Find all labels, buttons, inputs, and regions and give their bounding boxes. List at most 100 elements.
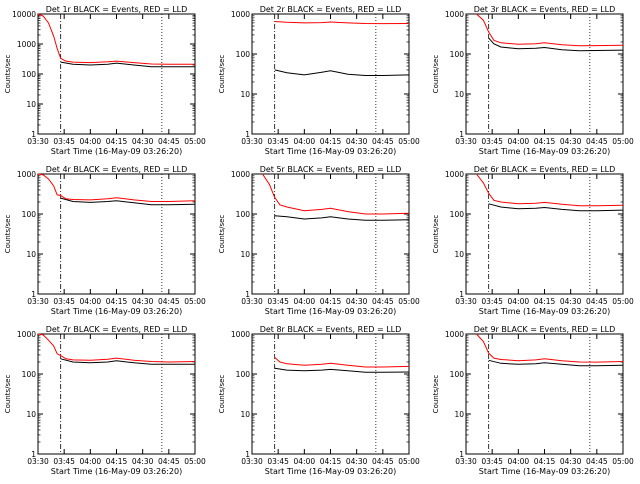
y-tick-label: 10 xyxy=(454,410,464,419)
x-tick-label: 04:15 xyxy=(534,457,556,466)
x-tick-label: 04:15 xyxy=(106,137,128,146)
series-line-events xyxy=(60,61,195,68)
chart-panel-8: Det 8r BLACK = Events, RED = LLD 1 10 100 10… xyxy=(218,325,420,476)
x-tick-label: 04:30 xyxy=(560,137,582,146)
series-line-lld xyxy=(476,13,624,47)
x-tick-label: 03:45 xyxy=(481,297,503,306)
y-axis-label: Counts/sec xyxy=(218,375,226,414)
x-tick-label: 04:45 xyxy=(372,457,394,466)
y-axis-label: Counts/sec xyxy=(218,215,226,254)
series-line-events xyxy=(274,69,410,76)
x-tick-label: 04:45 xyxy=(158,297,180,306)
x-tick-label: 03:30 xyxy=(241,457,263,466)
x-tick-label: 05:00 xyxy=(398,297,420,306)
x-tick-label: 04:30 xyxy=(346,297,368,306)
series-line-events xyxy=(488,359,624,367)
x-tick-label: 04:15 xyxy=(534,137,556,146)
x-tick-label: 04:00 xyxy=(80,297,102,306)
series-line-lld xyxy=(37,173,196,202)
x-tick-label: 04:30 xyxy=(560,297,582,306)
y-tick-label: 10 xyxy=(26,100,36,109)
chart-title: Det 2r BLACK = Events, RED = LLD xyxy=(260,5,402,14)
x-tick-label: 04:00 xyxy=(294,137,316,146)
x-tick-label: 04:30 xyxy=(132,137,154,146)
x-tick-label: 03:30 xyxy=(455,297,477,306)
y-tick-label: 1 xyxy=(459,450,464,459)
x-tick-label: 05:00 xyxy=(184,137,206,146)
y-tick-label: 100 xyxy=(450,370,465,379)
chart-panel-1: Det 1r BLACK = Events, RED = LLD 1 10 100 10… xyxy=(4,5,206,156)
x-tick-label: 05:00 xyxy=(612,137,634,146)
y-tick-label: 10 xyxy=(454,250,464,259)
plot-frame xyxy=(251,173,410,295)
y-tick-label: 100 xyxy=(22,210,37,219)
x-tick-label: 03:45 xyxy=(267,457,289,466)
chart-panel-4: Det 4r BLACK = Events, RED = LLD 1 10 100 10… xyxy=(4,165,206,316)
x-tick-label: 04:45 xyxy=(586,297,608,306)
x-tick-label: 03:45 xyxy=(481,457,503,466)
y-tick-label: 1 xyxy=(245,290,250,299)
x-tick-label: 04:15 xyxy=(320,137,342,146)
x-tick-label: 03:30 xyxy=(241,137,263,146)
x-tick-label: 03:30 xyxy=(27,297,49,306)
series-line-events xyxy=(60,197,196,206)
x-tick-label: 04:15 xyxy=(106,297,128,306)
x-tick-label: 04:00 xyxy=(508,297,530,306)
series-line-events xyxy=(274,367,410,373)
y-axis-label: Counts/sec xyxy=(432,215,440,254)
x-tick-label: 04:15 xyxy=(320,297,342,306)
x-axis-label: Start Time (16-May-09 03:26:20) xyxy=(265,467,396,476)
y-axis-label: Counts/sec xyxy=(4,375,12,414)
plot-frame xyxy=(465,173,624,295)
y-tick-label: 1 xyxy=(245,450,250,459)
y-tick-label: 1 xyxy=(459,290,464,299)
x-tick-label: 04:45 xyxy=(158,457,180,466)
x-tick-label: 05:00 xyxy=(398,137,420,146)
y-tick-label: 1000 xyxy=(17,330,36,339)
x-axis-label: Start Time (16-May-09 03:26:20) xyxy=(51,147,182,156)
series-line-lld xyxy=(37,13,195,65)
plot-frame xyxy=(465,13,624,135)
plot-frame xyxy=(37,333,196,455)
plot-frame xyxy=(251,13,410,135)
x-axis-label: Start Time (16-May-09 03:26:20) xyxy=(479,307,610,316)
chart-title: Det 6r BLACK = Events, RED = LLD xyxy=(474,165,616,174)
chart-title: Det 7r BLACK = Events, RED = LLD xyxy=(46,325,188,334)
y-axis-label: Counts/sec xyxy=(432,375,440,414)
series-line-lld xyxy=(274,357,410,368)
y-tick-label: 10 xyxy=(240,90,250,99)
x-tick-label: 04:15 xyxy=(534,297,556,306)
x-axis-label: Start Time (16-May-09 03:26:20) xyxy=(265,307,396,316)
series-line-events xyxy=(488,37,624,52)
chart-title: Det 5r BLACK = Events, RED = LLD xyxy=(260,165,402,174)
x-tick-label: 04:45 xyxy=(372,137,394,146)
series-line-events xyxy=(274,215,410,221)
x-tick-label: 04:30 xyxy=(346,137,368,146)
chart-title: Det 8r BLACK = Events, RED = LLD xyxy=(260,325,402,334)
y-tick-label: 1 xyxy=(31,450,36,459)
series-line-lld xyxy=(37,333,196,363)
x-axis-label: Start Time (16-May-09 03:26:20) xyxy=(51,307,182,316)
x-tick-label: 03:30 xyxy=(27,137,49,146)
x-tick-label: 03:45 xyxy=(53,297,75,306)
x-tick-label: 05:00 xyxy=(612,297,634,306)
y-tick-label: 10 xyxy=(240,410,250,419)
chart-title: Det 1r BLACK = Events, RED = LLD xyxy=(46,5,188,14)
x-tick-label: 05:00 xyxy=(398,457,420,466)
chart-title: Det 4r BLACK = Events, RED = LLD xyxy=(46,165,188,174)
y-tick-label: 1000 xyxy=(17,170,36,179)
plot-frame xyxy=(465,333,624,455)
y-axis-label: Counts/sec xyxy=(218,55,226,94)
x-tick-label: 04:30 xyxy=(132,297,154,306)
x-tick-label: 04:45 xyxy=(158,137,180,146)
series-line-lld xyxy=(262,173,410,215)
y-tick-label: 100 xyxy=(236,210,251,219)
y-tick-label: 100 xyxy=(22,70,37,79)
x-axis-label: Start Time (16-May-09 03:26:20) xyxy=(51,467,182,476)
series-line-events xyxy=(60,358,195,365)
y-tick-label: 1000 xyxy=(231,10,250,19)
x-tick-label: 04:00 xyxy=(294,457,316,466)
x-tick-label: 05:00 xyxy=(184,297,206,306)
